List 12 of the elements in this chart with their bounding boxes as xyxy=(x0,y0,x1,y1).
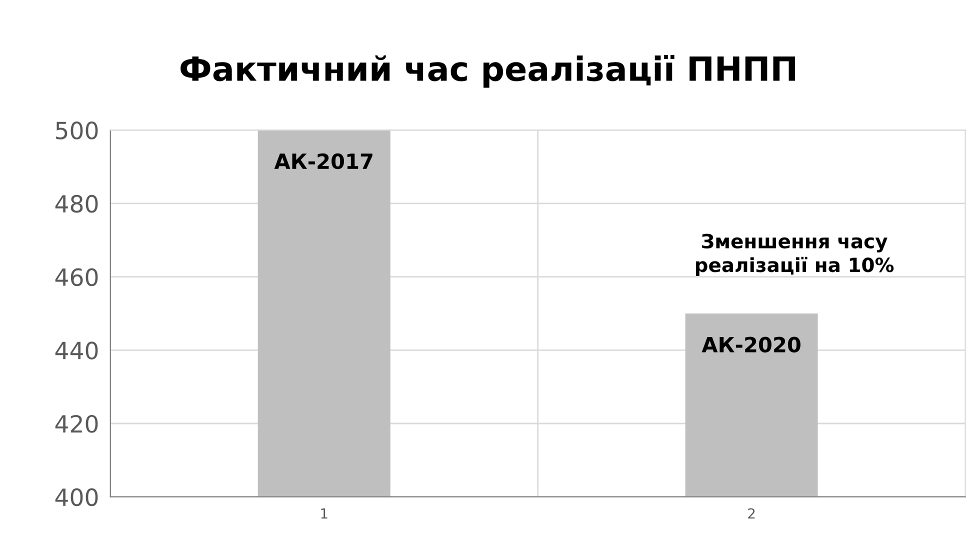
y-tick-label: 440 xyxy=(55,342,98,360)
x-tick-label: 2 xyxy=(748,508,755,519)
annotation: АК-2017 xyxy=(274,153,372,170)
y-tick-label: 400 xyxy=(55,488,98,506)
y-tick-label: 420 xyxy=(55,414,98,433)
y-tick-label: 460 xyxy=(55,268,98,286)
chart-title: Фактичний час реалізації ПНПП xyxy=(180,55,796,88)
annotation: Зменшення часу реалізації на 10% xyxy=(696,234,894,276)
y-tick-label: 480 xyxy=(55,194,98,213)
x-tick-label: 1 xyxy=(321,508,328,519)
y-tick-label: 500 xyxy=(56,122,98,140)
annotation: АК-2020 xyxy=(702,336,800,353)
